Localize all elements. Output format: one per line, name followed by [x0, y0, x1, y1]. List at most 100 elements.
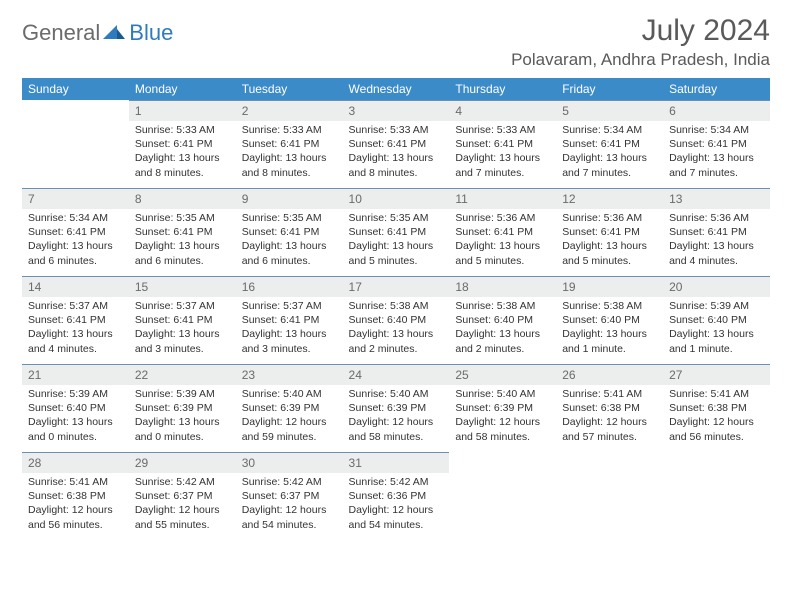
- day-cell: 14Sunrise: 5:37 AMSunset: 6:41 PMDayligh…: [22, 276, 129, 364]
- brand-triangle-icon: [103, 23, 125, 44]
- daylight-line: Daylight: 13 hours and 5 minutes.: [562, 239, 657, 267]
- sunset-line: Sunset: 6:41 PM: [135, 313, 230, 327]
- day-number: 18: [449, 276, 556, 297]
- sunrise-line: Sunrise: 5:37 AM: [135, 299, 230, 313]
- sunrise-line: Sunrise: 5:39 AM: [669, 299, 764, 313]
- sunset-line: Sunset: 6:38 PM: [28, 489, 123, 503]
- day-cell: 15Sunrise: 5:37 AMSunset: 6:41 PMDayligh…: [129, 276, 236, 364]
- empty-cell: [22, 100, 129, 188]
- day-number: 24: [343, 364, 450, 385]
- sunrise-line: Sunrise: 5:33 AM: [135, 123, 230, 137]
- calendar-table: SundayMondayTuesdayWednesdayThursdayFrid…: [22, 78, 770, 540]
- daylight-line: Daylight: 13 hours and 5 minutes.: [349, 239, 444, 267]
- daylight-line: Daylight: 13 hours and 0 minutes.: [28, 415, 123, 443]
- day-number: 22: [129, 364, 236, 385]
- day-body: Sunrise: 5:37 AMSunset: 6:41 PMDaylight:…: [236, 297, 343, 360]
- sunrise-line: Sunrise: 5:35 AM: [135, 211, 230, 225]
- day-body: Sunrise: 5:35 AMSunset: 6:41 PMDaylight:…: [236, 209, 343, 272]
- sunrise-line: Sunrise: 5:38 AM: [562, 299, 657, 313]
- sunset-line: Sunset: 6:41 PM: [562, 225, 657, 239]
- day-number: 27: [663, 364, 770, 385]
- day-body: Sunrise: 5:34 AMSunset: 6:41 PMDaylight:…: [556, 121, 663, 184]
- sunrise-line: Sunrise: 5:39 AM: [28, 387, 123, 401]
- sunset-line: Sunset: 6:39 PM: [135, 401, 230, 415]
- daylight-line: Daylight: 13 hours and 6 minutes.: [242, 239, 337, 267]
- weekday-header: Monday: [129, 78, 236, 100]
- header: General Blue July 2024 Polavaram, Andhra…: [22, 14, 770, 70]
- day-number: 19: [556, 276, 663, 297]
- day-cell: 1Sunrise: 5:33 AMSunset: 6:41 PMDaylight…: [129, 100, 236, 188]
- sunset-line: Sunset: 6:41 PM: [669, 137, 764, 151]
- sunset-line: Sunset: 6:36 PM: [349, 489, 444, 503]
- day-body: Sunrise: 5:40 AMSunset: 6:39 PMDaylight:…: [343, 385, 450, 448]
- sunrise-line: Sunrise: 5:39 AM: [135, 387, 230, 401]
- daylight-line: Daylight: 12 hours and 56 minutes.: [669, 415, 764, 443]
- day-body: Sunrise: 5:33 AMSunset: 6:41 PMDaylight:…: [236, 121, 343, 184]
- daylight-line: Daylight: 13 hours and 2 minutes.: [349, 327, 444, 355]
- sunset-line: Sunset: 6:39 PM: [349, 401, 444, 415]
- day-cell: 31Sunrise: 5:42 AMSunset: 6:36 PMDayligh…: [343, 452, 450, 540]
- day-cell: 10Sunrise: 5:35 AMSunset: 6:41 PMDayligh…: [343, 188, 450, 276]
- daylight-line: Daylight: 13 hours and 0 minutes.: [135, 415, 230, 443]
- daylight-line: Daylight: 12 hours and 55 minutes.: [135, 503, 230, 531]
- day-cell: 28Sunrise: 5:41 AMSunset: 6:38 PMDayligh…: [22, 452, 129, 540]
- day-cell: 7Sunrise: 5:34 AMSunset: 6:41 PMDaylight…: [22, 188, 129, 276]
- day-number: 14: [22, 276, 129, 297]
- sunset-line: Sunset: 6:40 PM: [455, 313, 550, 327]
- brand-logo: General Blue: [22, 14, 173, 46]
- daylight-line: Daylight: 13 hours and 1 minute.: [669, 327, 764, 355]
- sunset-line: Sunset: 6:39 PM: [242, 401, 337, 415]
- page-title: July 2024: [511, 14, 770, 48]
- sunrise-line: Sunrise: 5:36 AM: [455, 211, 550, 225]
- daylight-line: Daylight: 13 hours and 7 minutes.: [562, 151, 657, 179]
- sunrise-line: Sunrise: 5:37 AM: [242, 299, 337, 313]
- sunset-line: Sunset: 6:41 PM: [242, 313, 337, 327]
- calendar-header-row: SundayMondayTuesdayWednesdayThursdayFrid…: [22, 78, 770, 100]
- day-body: Sunrise: 5:41 AMSunset: 6:38 PMDaylight:…: [556, 385, 663, 448]
- day-number: 3: [343, 100, 450, 121]
- day-body: Sunrise: 5:34 AMSunset: 6:41 PMDaylight:…: [22, 209, 129, 272]
- day-cell: 17Sunrise: 5:38 AMSunset: 6:40 PMDayligh…: [343, 276, 450, 364]
- sunrise-line: Sunrise: 5:38 AM: [455, 299, 550, 313]
- day-number: 31: [343, 452, 450, 473]
- sunrise-line: Sunrise: 5:37 AM: [28, 299, 123, 313]
- day-body: Sunrise: 5:42 AMSunset: 6:36 PMDaylight:…: [343, 473, 450, 536]
- day-body: Sunrise: 5:36 AMSunset: 6:41 PMDaylight:…: [663, 209, 770, 272]
- day-cell: 30Sunrise: 5:42 AMSunset: 6:37 PMDayligh…: [236, 452, 343, 540]
- day-cell: 19Sunrise: 5:38 AMSunset: 6:40 PMDayligh…: [556, 276, 663, 364]
- sunrise-line: Sunrise: 5:35 AM: [242, 211, 337, 225]
- day-number: 6: [663, 100, 770, 121]
- day-cell: 9Sunrise: 5:35 AMSunset: 6:41 PMDaylight…: [236, 188, 343, 276]
- day-cell: 24Sunrise: 5:40 AMSunset: 6:39 PMDayligh…: [343, 364, 450, 452]
- day-number: 13: [663, 188, 770, 209]
- day-cell: 29Sunrise: 5:42 AMSunset: 6:37 PMDayligh…: [129, 452, 236, 540]
- day-number: 23: [236, 364, 343, 385]
- day-number: 2: [236, 100, 343, 121]
- sunset-line: Sunset: 6:41 PM: [28, 313, 123, 327]
- day-body: Sunrise: 5:34 AMSunset: 6:41 PMDaylight:…: [663, 121, 770, 184]
- sunset-line: Sunset: 6:41 PM: [135, 225, 230, 239]
- day-body: Sunrise: 5:36 AMSunset: 6:41 PMDaylight:…: [556, 209, 663, 272]
- sunrise-line: Sunrise: 5:40 AM: [242, 387, 337, 401]
- sunrise-line: Sunrise: 5:36 AM: [562, 211, 657, 225]
- day-body: Sunrise: 5:41 AMSunset: 6:38 PMDaylight:…: [22, 473, 129, 536]
- day-number: 28: [22, 452, 129, 473]
- sunset-line: Sunset: 6:38 PM: [562, 401, 657, 415]
- daylight-line: Daylight: 13 hours and 2 minutes.: [455, 327, 550, 355]
- day-cell: 5Sunrise: 5:34 AMSunset: 6:41 PMDaylight…: [556, 100, 663, 188]
- day-number: 21: [22, 364, 129, 385]
- day-number: 25: [449, 364, 556, 385]
- daylight-line: Daylight: 13 hours and 7 minutes.: [455, 151, 550, 179]
- weekday-header: Thursday: [449, 78, 556, 100]
- day-cell: 12Sunrise: 5:36 AMSunset: 6:41 PMDayligh…: [556, 188, 663, 276]
- weekday-header: Saturday: [663, 78, 770, 100]
- weekday-header: Wednesday: [343, 78, 450, 100]
- daylight-line: Daylight: 13 hours and 7 minutes.: [669, 151, 764, 179]
- sunset-line: Sunset: 6:41 PM: [669, 225, 764, 239]
- day-number: 8: [129, 188, 236, 209]
- daylight-line: Daylight: 13 hours and 8 minutes.: [135, 151, 230, 179]
- sunset-line: Sunset: 6:41 PM: [562, 137, 657, 151]
- daylight-line: Daylight: 13 hours and 6 minutes.: [28, 239, 123, 267]
- location-subtitle: Polavaram, Andhra Pradesh, India: [511, 50, 770, 70]
- sunset-line: Sunset: 6:38 PM: [669, 401, 764, 415]
